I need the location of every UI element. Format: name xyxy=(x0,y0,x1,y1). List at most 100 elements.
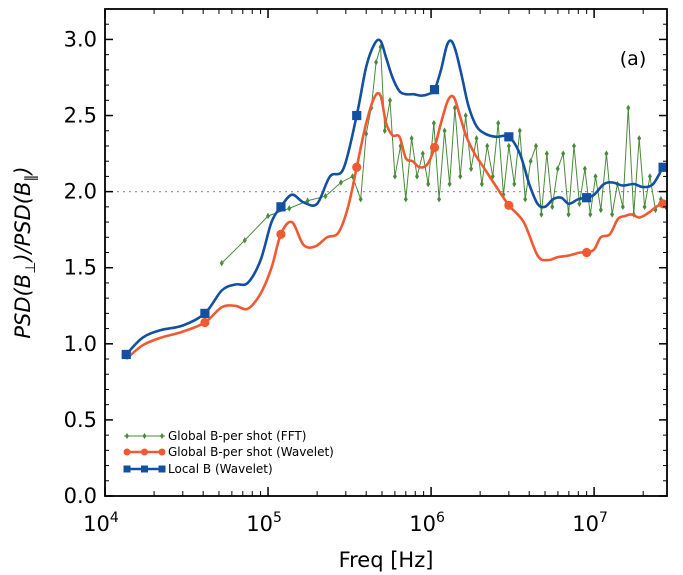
series-fft-point xyxy=(506,142,511,150)
series-fft-point xyxy=(533,142,538,150)
series-fft-point xyxy=(350,173,355,180)
legend-local-marker xyxy=(123,465,131,473)
y-axis-title-part: PSD(B xyxy=(11,274,35,339)
series-fft-point xyxy=(528,157,533,165)
series-wavelet-point xyxy=(200,317,210,328)
legend-fft-marker xyxy=(142,433,147,439)
series-local-point xyxy=(200,308,210,318)
series-fft-point xyxy=(219,259,224,267)
series-fft-point xyxy=(420,150,425,157)
series-fft-point xyxy=(358,196,363,203)
legend-wavelet-marker xyxy=(123,448,131,456)
series-fft-point xyxy=(544,150,549,157)
series-fft-point xyxy=(266,212,271,220)
series-fft-point xyxy=(463,112,468,119)
y-axis-title-part: ∥ xyxy=(23,175,39,182)
series-fft-point xyxy=(458,173,463,180)
series-fft-point xyxy=(566,211,571,218)
series-local-point xyxy=(429,85,440,95)
y-tick-label: 2.5 xyxy=(64,104,97,128)
series-fft-point xyxy=(496,119,501,127)
series-wavelet-point xyxy=(658,199,668,209)
y-tick-label: 1.0 xyxy=(64,332,97,356)
series-fft-point xyxy=(479,180,484,188)
y-tick-label: 2.0 xyxy=(64,180,97,204)
series-fft-point xyxy=(474,135,479,142)
series-local-point xyxy=(121,349,131,360)
y-axis-title-part: ) xyxy=(11,166,35,176)
series-fft-point xyxy=(577,200,582,207)
x-tick-exponent: 4 xyxy=(110,510,119,526)
series-fft-point xyxy=(374,59,379,66)
series-fft-point xyxy=(572,142,577,150)
series-fft-point xyxy=(382,127,387,134)
series-fft-point xyxy=(442,127,447,134)
legend-label: Global B-per shot (Wavelet) xyxy=(168,445,334,459)
legend-fft-marker xyxy=(160,433,164,439)
series-fft-point xyxy=(469,165,474,172)
series-fft-point xyxy=(593,173,598,180)
series-local-point xyxy=(504,132,514,142)
series-wavelet-point xyxy=(504,200,514,210)
legend-wavelet-marker xyxy=(141,448,148,456)
y-axis-title-part: ⊥ xyxy=(23,262,39,274)
legend-local-marker xyxy=(158,465,166,473)
series-fft-point xyxy=(517,127,522,134)
x-tick-exponent: 5 xyxy=(273,510,282,526)
y-axis-title: PSD(B⊥)/PSD(B∥) xyxy=(11,166,39,338)
legend-local-marker xyxy=(141,465,148,473)
series-fft-point xyxy=(338,179,343,186)
y-tick-label: 3.0 xyxy=(64,27,97,51)
legend-label: Local B (Wavelet) xyxy=(168,462,273,476)
series-fft-point xyxy=(647,173,652,180)
series-wavelet-point xyxy=(352,162,362,172)
x-tick-label: 105 xyxy=(246,510,282,536)
series-fft-point xyxy=(555,165,560,172)
series-fft-point xyxy=(550,203,555,211)
series-fft-point xyxy=(512,180,517,188)
series-local-point xyxy=(276,202,286,212)
x-tick-label: 106 xyxy=(409,510,445,536)
series-fft-point xyxy=(598,206,603,214)
series-fft-point xyxy=(588,211,593,218)
panel-label: (a) xyxy=(620,48,646,70)
series-fft-point xyxy=(437,196,442,203)
series-fft-point xyxy=(431,119,436,127)
legend-fft-marker xyxy=(125,433,129,439)
series-fft-point xyxy=(561,150,566,157)
series-local-point xyxy=(352,110,362,121)
series-fft-point xyxy=(426,180,431,188)
x-tick-exponent: 6 xyxy=(436,510,445,526)
series-fft-point xyxy=(485,142,490,150)
series-fft-point xyxy=(642,203,647,211)
series-fft-point xyxy=(604,150,609,157)
legend: Global B-per shot (FFT) Global B-per shot… xyxy=(123,429,334,476)
x-tick-exponent: 7 xyxy=(599,510,608,526)
series-wavelet-point xyxy=(429,142,440,153)
series-local-point xyxy=(658,162,668,172)
x-axis-title: Freq [Hz] xyxy=(339,548,434,572)
series-fft-point xyxy=(388,97,393,104)
series-fft-point xyxy=(392,173,397,180)
y-tick-label: 1.5 xyxy=(64,256,97,280)
series-fft-point xyxy=(637,135,642,142)
series-fft-point xyxy=(620,203,625,211)
series-fft-point xyxy=(582,165,587,172)
series-fft-point xyxy=(626,104,631,112)
series-fft-point xyxy=(403,196,408,203)
series-fft-point xyxy=(490,173,495,180)
series-wavelet-point xyxy=(582,247,592,258)
series-local-point xyxy=(582,193,592,203)
series-fft-point xyxy=(415,173,420,180)
series-fft-point xyxy=(447,180,452,188)
y-axis-title-part: )/PSD(B xyxy=(11,182,35,264)
y-tick-label: 0.0 xyxy=(64,484,97,508)
series-fft-point xyxy=(323,192,328,200)
series-fft-point xyxy=(398,142,403,150)
series-layer xyxy=(121,38,668,361)
series-fft-point xyxy=(409,135,414,142)
x-tick-label: 104 xyxy=(83,510,119,536)
series-wavelet-line xyxy=(125,91,668,361)
series-fft-point xyxy=(287,205,292,212)
series-fft-point xyxy=(658,196,663,203)
